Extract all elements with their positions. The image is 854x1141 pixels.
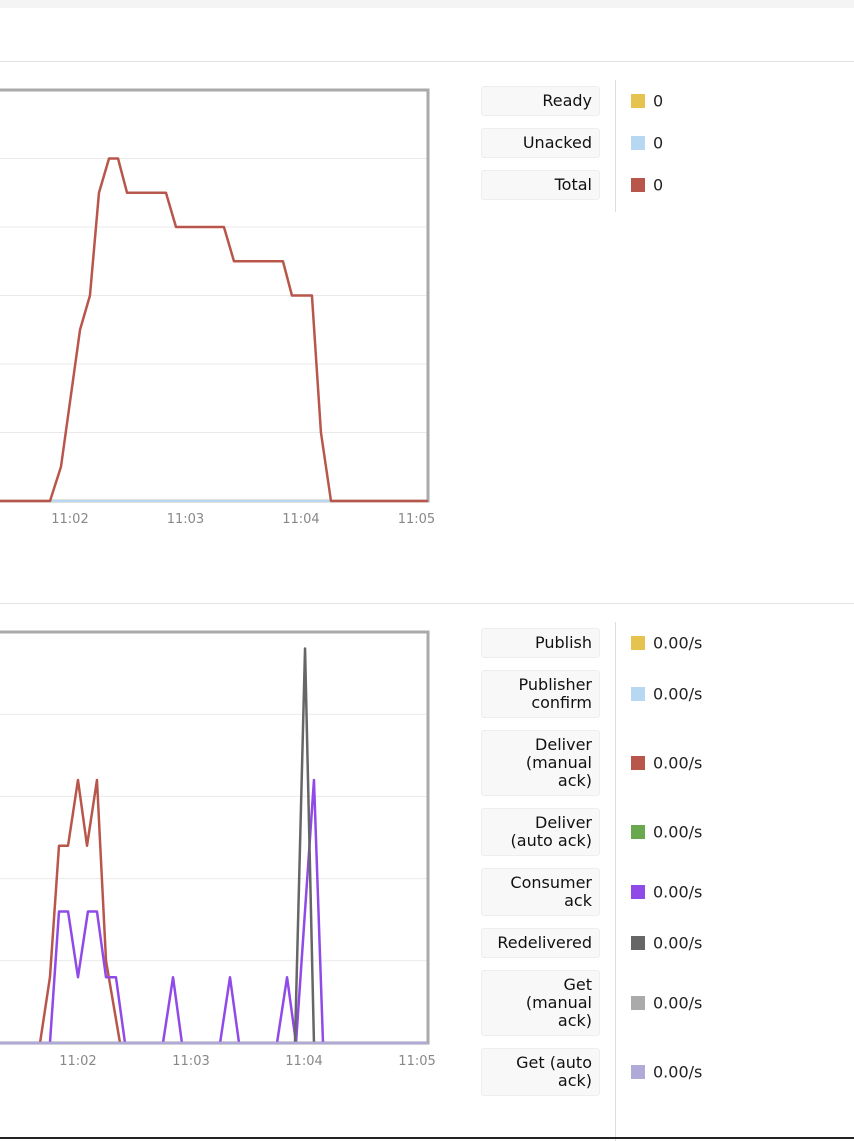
- legend-swatch: [631, 756, 645, 770]
- series-line: [0, 778, 428, 1045]
- plot-border: [0, 630, 430, 1045]
- x-tick-label: 11:04: [282, 512, 319, 527]
- legend: Publish 0.00/s Publisher confirm 0.00/s Deli…: [481, 628, 854, 1096]
- legend-item: Get (manual ack) 0.00/s: [481, 970, 854, 1036]
- series-line: [0, 157, 428, 503]
- legend-item: Total 0: [481, 170, 854, 200]
- legend-label: Get (auto ack): [481, 1048, 600, 1096]
- legend-swatch: [631, 885, 645, 899]
- legend-value: 0: [653, 91, 664, 111]
- legend-item: Get (auto ack) 0.00/s: [481, 1048, 854, 1096]
- x-tick-label: 11:03: [167, 512, 204, 527]
- legend-value: 0: [653, 175, 664, 195]
- legend-divider: [615, 622, 616, 1141]
- legend-value: 0.00/s: [653, 684, 703, 704]
- legend-value: 0.00/s: [653, 993, 703, 1013]
- divider: [0, 61, 854, 62]
- legend-divider: [615, 80, 616, 212]
- legend-value: 0.00/s: [653, 882, 703, 902]
- x-tick-label: 11:02: [51, 512, 88, 527]
- legend-swatch: [631, 825, 645, 839]
- legend-value: 0.00/s: [653, 753, 703, 773]
- legend-item: Ready 0: [481, 86, 854, 116]
- legend-value: 0.00/s: [653, 1062, 703, 1082]
- legend-label: Deliver (auto ack): [481, 808, 600, 856]
- legend-swatch: [631, 636, 645, 650]
- legend-item: Consumer ack 0.00/s: [481, 868, 854, 916]
- x-tick-label: 11:02: [59, 1054, 96, 1069]
- legend-label: Total: [481, 170, 600, 200]
- legend: Ready 0 Unacked 0 Total 0: [481, 86, 854, 200]
- legend-label: Unacked: [481, 128, 600, 158]
- legend-value: 0.00/s: [653, 633, 703, 653]
- legend-swatch: [631, 1065, 645, 1079]
- legend-swatch: [631, 94, 645, 108]
- legend-swatch: [631, 178, 645, 192]
- legend-item: Unacked 0: [481, 128, 854, 158]
- legend-label: Publisher confirm: [481, 670, 600, 718]
- legend-swatch: [631, 996, 645, 1010]
- legend-label: Ready: [481, 86, 600, 116]
- legend-value: 0: [653, 133, 664, 153]
- legend-swatch: [631, 687, 645, 701]
- legend-value: 0.00/s: [653, 822, 703, 842]
- legend-item: Deliver (manual ack) 0.00/s: [481, 730, 854, 796]
- legend-label: Redelivered: [481, 928, 600, 958]
- legend-item: Publish 0.00/s: [481, 628, 854, 658]
- top-strip: [0, 0, 854, 8]
- legend-swatch: [631, 936, 645, 950]
- legend-item: Deliver (auto ack) 0.00/s: [481, 808, 854, 856]
- bottom-edge: [0, 1137, 854, 1139]
- x-tick-label: 11:03: [172, 1054, 209, 1069]
- legend-swatch: [631, 136, 645, 150]
- legend-label: Consumer ack: [481, 868, 600, 916]
- x-tick-label: 11:05: [398, 512, 435, 527]
- legend-item: Publisher confirm 0.00/s: [481, 670, 854, 718]
- legend-label: Publish: [481, 628, 600, 658]
- legend-value: 0.00/s: [653, 933, 703, 953]
- series-line: [0, 778, 428, 1045]
- legend-label: Get (manual ack): [481, 970, 600, 1036]
- x-tick-label: 11:04: [285, 1054, 322, 1069]
- legend-label: Deliver (manual ack): [481, 730, 600, 796]
- legend-item: Redelivered 0.00/s: [481, 928, 854, 958]
- divider: [0, 603, 854, 604]
- x-tick-label: 11:05: [398, 1054, 435, 1069]
